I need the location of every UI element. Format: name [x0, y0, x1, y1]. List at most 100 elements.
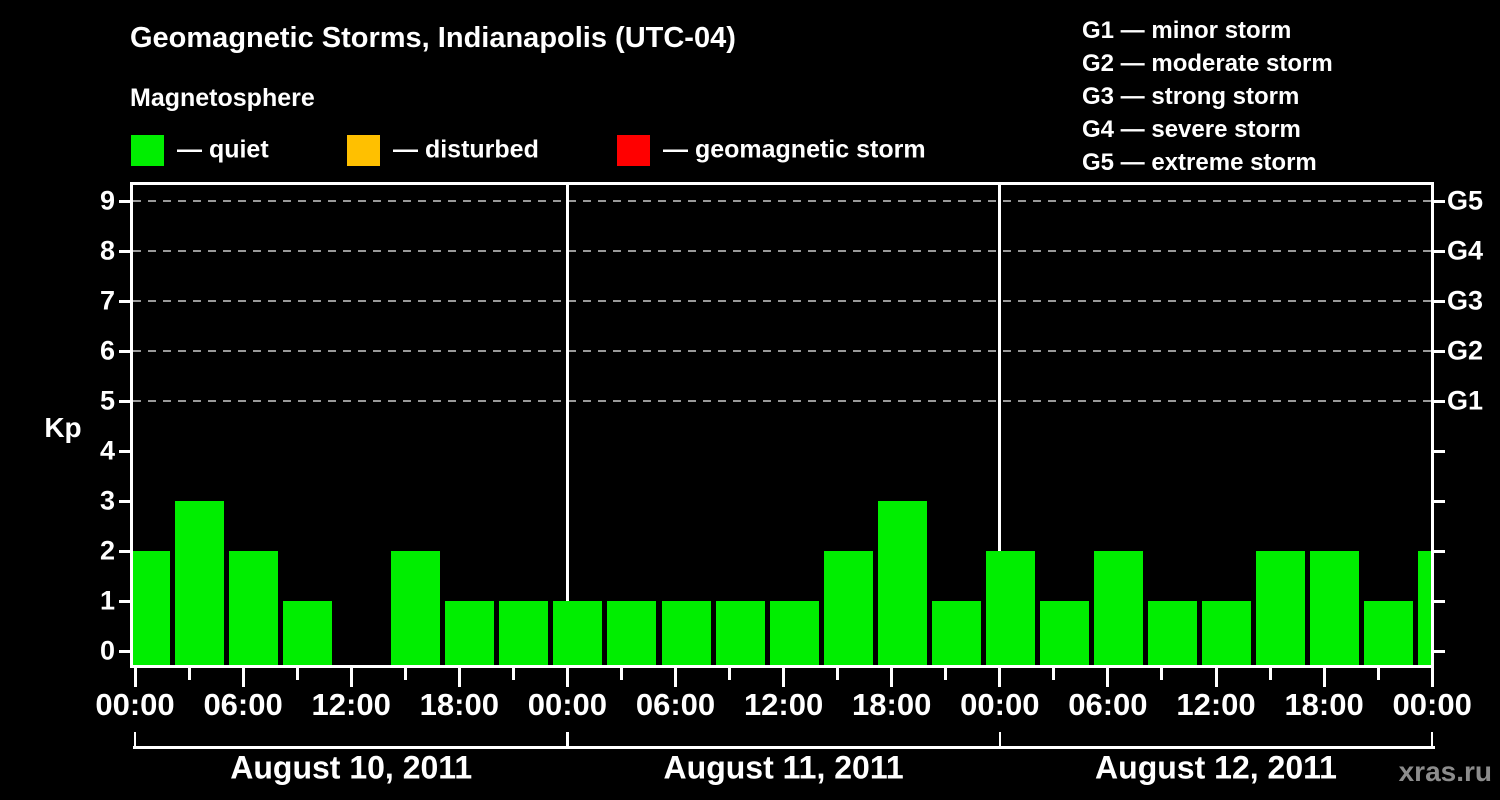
kp-bar: [1256, 551, 1306, 665]
gridline-kp9: [133, 200, 1431, 202]
y-axis-label: 2: [99, 535, 115, 566]
x-axis-time-label: 00:00: [1392, 687, 1472, 722]
g-scale-axis-label: G2: [1447, 335, 1484, 366]
kp-bar: [445, 601, 495, 665]
y-axis-tick-left: [119, 199, 130, 203]
kp-bar: [661, 601, 711, 665]
date-label: August 11, 2011: [663, 749, 904, 786]
x-axis-major-tick: [457, 668, 461, 687]
g-scale-legend-line-g5: G5 — extreme storm: [1082, 149, 1317, 176]
legend-label-disturbed: — disturbed: [393, 135, 539, 164]
x-axis-major-tick: [565, 668, 569, 687]
plot-border-right: [1431, 182, 1434, 668]
y-axis-tick-right: [1434, 199, 1445, 203]
x-axis-minor-tick: [295, 668, 299, 680]
y-axis-tick-left: [119, 649, 130, 653]
kp-bar: [175, 501, 225, 665]
date-bracket-tick: [1430, 732, 1434, 747]
x-axis-major-tick: [241, 668, 245, 687]
y-axis-tick-right: [1434, 649, 1445, 653]
x-axis-minor-tick: [1052, 668, 1056, 680]
legend-label-quiet: — quiet: [177, 135, 269, 164]
x-axis-time-label: 00:00: [95, 687, 175, 722]
x-axis-minor-tick: [1268, 668, 1272, 680]
day-divider: [565, 182, 569, 665]
y-axis-label: 0: [99, 635, 115, 666]
kp-bar: [1202, 601, 1251, 665]
kp-bar: [1364, 601, 1414, 665]
x-axis-minor-tick: [1160, 668, 1164, 680]
x-axis-major-tick: [998, 668, 1002, 687]
x-axis-minor-tick: [619, 668, 623, 680]
kp-bar: [1418, 551, 1431, 665]
y-axis-tick-right: [1434, 449, 1445, 453]
g-scale-legend: G1 — minor storm G2 — moderate storm G3 …: [1082, 14, 1333, 179]
x-axis-minor-tick: [836, 668, 840, 680]
x-axis-major-tick: [133, 668, 137, 687]
x-axis-time-label: 12:00: [743, 687, 824, 722]
plot-border-bottom: [130, 665, 1434, 668]
x-axis-major-tick: [349, 668, 353, 687]
chart-subtitle: Magnetosphere: [130, 84, 315, 112]
y-axis-tick-right: [1434, 349, 1445, 353]
y-axis-tick-right: [1434, 599, 1445, 603]
x-axis-time-label: 18:00: [1284, 687, 1364, 722]
date-bracket-tick: [998, 732, 1002, 747]
y-axis-tick-left: [119, 399, 130, 403]
x-axis-major-tick: [1106, 668, 1110, 687]
kp-bar: [1093, 551, 1143, 665]
y-axis-tick-left: [119, 599, 130, 603]
watermark: xras.ru: [1398, 756, 1492, 787]
g-scale-axis-label: G3: [1447, 285, 1484, 316]
x-axis-time-label: 06:00: [635, 687, 716, 722]
x-axis-minor-tick: [1376, 668, 1380, 680]
x-axis-major-tick: [1430, 668, 1434, 687]
y-axis-tick-right: [1434, 249, 1445, 253]
y-axis-tick-left: [119, 549, 130, 553]
x-axis-time-label: 00:00: [960, 687, 1040, 722]
y-axis-tick-left: [119, 499, 130, 503]
y-axis-tick-left: [119, 349, 130, 353]
plot-border-left: [130, 182, 133, 668]
kp-bar: [931, 601, 981, 665]
y-axis-label: 9: [99, 185, 115, 216]
y-axis-label: 3: [99, 485, 115, 516]
y-axis-label: 8: [99, 235, 115, 266]
g-scale-legend-line-g1: G1 — minor storm: [1082, 17, 1292, 44]
legend-label-storm: — geomagnetic storm: [663, 135, 926, 164]
x-axis-major-tick: [890, 668, 894, 687]
y-axis-title: Kp: [44, 412, 82, 443]
x-axis-time-label: 12:00: [311, 687, 391, 722]
kp-bar: [877, 501, 927, 665]
g-scale-axis-label: G1: [1447, 385, 1484, 416]
y-axis-tick-right: [1434, 399, 1445, 403]
date-bracket-tick: [133, 732, 137, 747]
x-axis-major-tick: [782, 668, 786, 687]
day-divider: [998, 182, 1002, 665]
x-axis-major-tick: [674, 668, 677, 687]
legend-swatch-quiet: [131, 135, 164, 166]
y-axis-tick-right: [1434, 499, 1445, 503]
kp-bar: [229, 551, 279, 665]
x-axis-time-label: 12:00: [1176, 687, 1256, 722]
gridline-kp7: [133, 300, 1431, 302]
gridline-kp8: [133, 250, 1431, 252]
x-axis-time-label: 18:00: [852, 687, 932, 722]
legend-swatch-storm: [617, 135, 650, 166]
x-axis-time-label: 00:00: [527, 687, 608, 722]
kp-bar: [1310, 551, 1360, 665]
x-axis-time-label: 06:00: [203, 687, 283, 722]
date-bracket-line: [133, 746, 1435, 749]
x-axis-time-label: 18:00: [419, 687, 499, 722]
kp-bar: [823, 551, 873, 665]
kp-bar: [499, 601, 549, 665]
x-axis-minor-tick: [403, 668, 407, 680]
date-bracket-tick: [566, 732, 569, 747]
y-axis-label: 4: [99, 435, 115, 466]
legend-swatch-disturbed: [347, 135, 380, 166]
y-axis-tick-right: [1434, 299, 1445, 303]
gridline-kp6: [133, 350, 1431, 352]
y-axis-label: 1: [99, 585, 115, 616]
